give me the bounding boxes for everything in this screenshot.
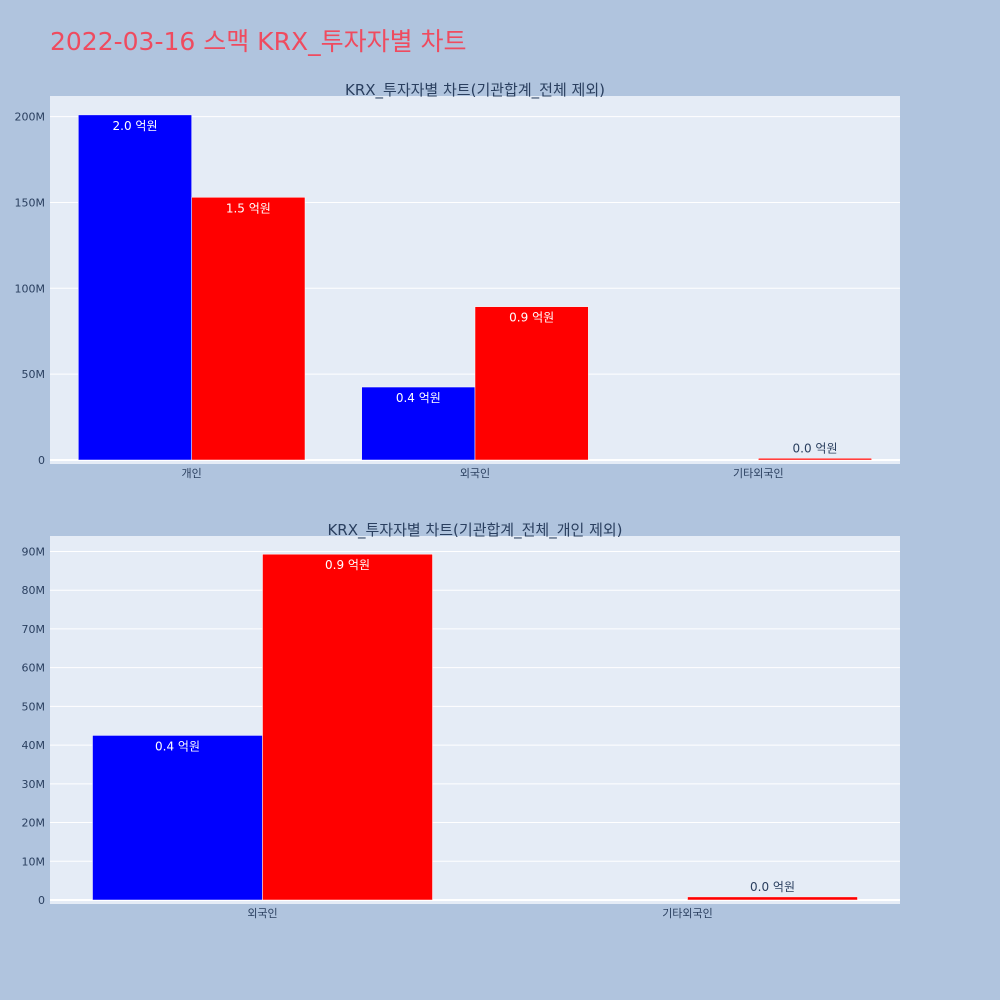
y-tick-label: 30M: [22, 778, 46, 791]
y-tick-label: 90M: [22, 545, 46, 558]
bar: [474, 306, 589, 461]
y-tick-label: 150M: [15, 196, 46, 209]
bar: [262, 553, 433, 901]
y-tick-label: 0: [38, 454, 45, 467]
bar-value-label: 0.9 억원: [509, 311, 554, 325]
y-tick-label: 100M: [15, 282, 46, 295]
y-tick-label: 80M: [22, 584, 46, 597]
y-tick-label: 0: [38, 894, 45, 907]
bar: [191, 197, 306, 461]
chart-excluding-institutions: KRX_투자자별 차트(기관합계_전체 제외) 0 50M 100M 150M 200M 2…: [15, 81, 900, 480]
chart-title: KRX_투자자별 차트(기관합계_전체 제외): [345, 81, 605, 100]
bar-value-label: 0.9 억원: [325, 558, 370, 572]
bar: [687, 896, 858, 901]
y-tick-label: 10M: [22, 855, 46, 868]
chart-title: KRX_투자자별 차트(기관합계_전체_개인 제외): [327, 521, 622, 540]
bar: [92, 735, 263, 901]
y-tick-label: 70M: [22, 623, 46, 636]
chart-excluding-institutions-individuals: KRX_투자자별 차트(기관합계_전체_개인 제외) 0 10M 20M 30M 40M 5…: [22, 521, 900, 920]
y-tick-label: 60M: [22, 662, 46, 675]
page-title: 2022-03-16 스맥 KRX_투자자별 차트: [50, 27, 467, 56]
bar-value-label: 0.4 억원: [155, 739, 200, 753]
y-tick-label: 50M: [22, 368, 46, 381]
x-tick-label: 기타외국인: [733, 467, 784, 480]
x-tick-label: 개인: [182, 467, 202, 480]
bar: [361, 386, 476, 461]
x-tick-label: 외국인: [460, 467, 490, 480]
x-tick-label: 기타외국인: [662, 907, 713, 920]
y-tick-label: 20M: [22, 817, 46, 830]
x-tick-label: 외국인: [247, 907, 277, 920]
bar-value-label: 0.0 억원: [750, 880, 795, 894]
y-tick-label: 40M: [22, 739, 46, 752]
bar-value-label: 2.0 억원: [113, 119, 158, 133]
bar-value-label: 0.0 억원: [793, 441, 838, 455]
bar: [758, 458, 872, 461]
bar-value-label: 1.5 억원: [226, 201, 271, 215]
bar-value-label: 0.4 억원: [396, 391, 441, 405]
y-tick-label: 200M: [15, 111, 46, 124]
y-tick-label: 50M: [22, 700, 46, 713]
bar: [78, 114, 192, 461]
